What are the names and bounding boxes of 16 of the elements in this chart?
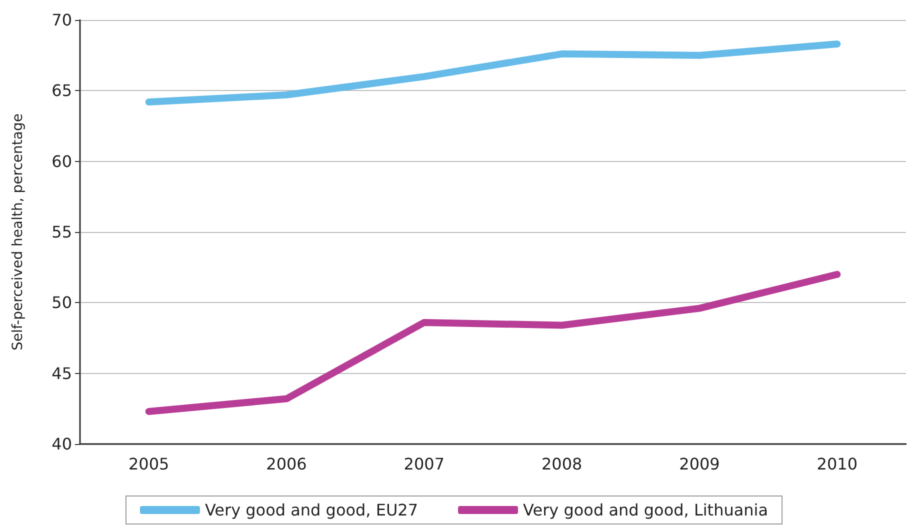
y-tick-label: 50 — [52, 293, 72, 312]
y-tick-label: 45 — [52, 364, 72, 383]
x-tick-label: 2005 — [128, 454, 170, 474]
legend-label: Very good and good, EU27 — [204, 500, 418, 520]
y-tick-label: 60 — [52, 152, 72, 171]
x-tick-label: 2009 — [679, 454, 720, 474]
legend-label: Very good and good, Lithuania — [523, 500, 768, 520]
x-tick-label: 2007 — [404, 454, 445, 474]
y-tick-label: 70 — [52, 10, 72, 30]
y-tick-label: 40 — [52, 434, 72, 454]
x-tick-label: 2010 — [816, 454, 858, 474]
x-tick-label: 2008 — [541, 454, 582, 474]
y-tick-label: 65 — [52, 81, 72, 100]
x-tick-label: 2006 — [266, 454, 307, 474]
y-tick-label: 55 — [52, 222, 72, 242]
y-axis-title: Self-perceived health, percentage — [10, 114, 26, 350]
